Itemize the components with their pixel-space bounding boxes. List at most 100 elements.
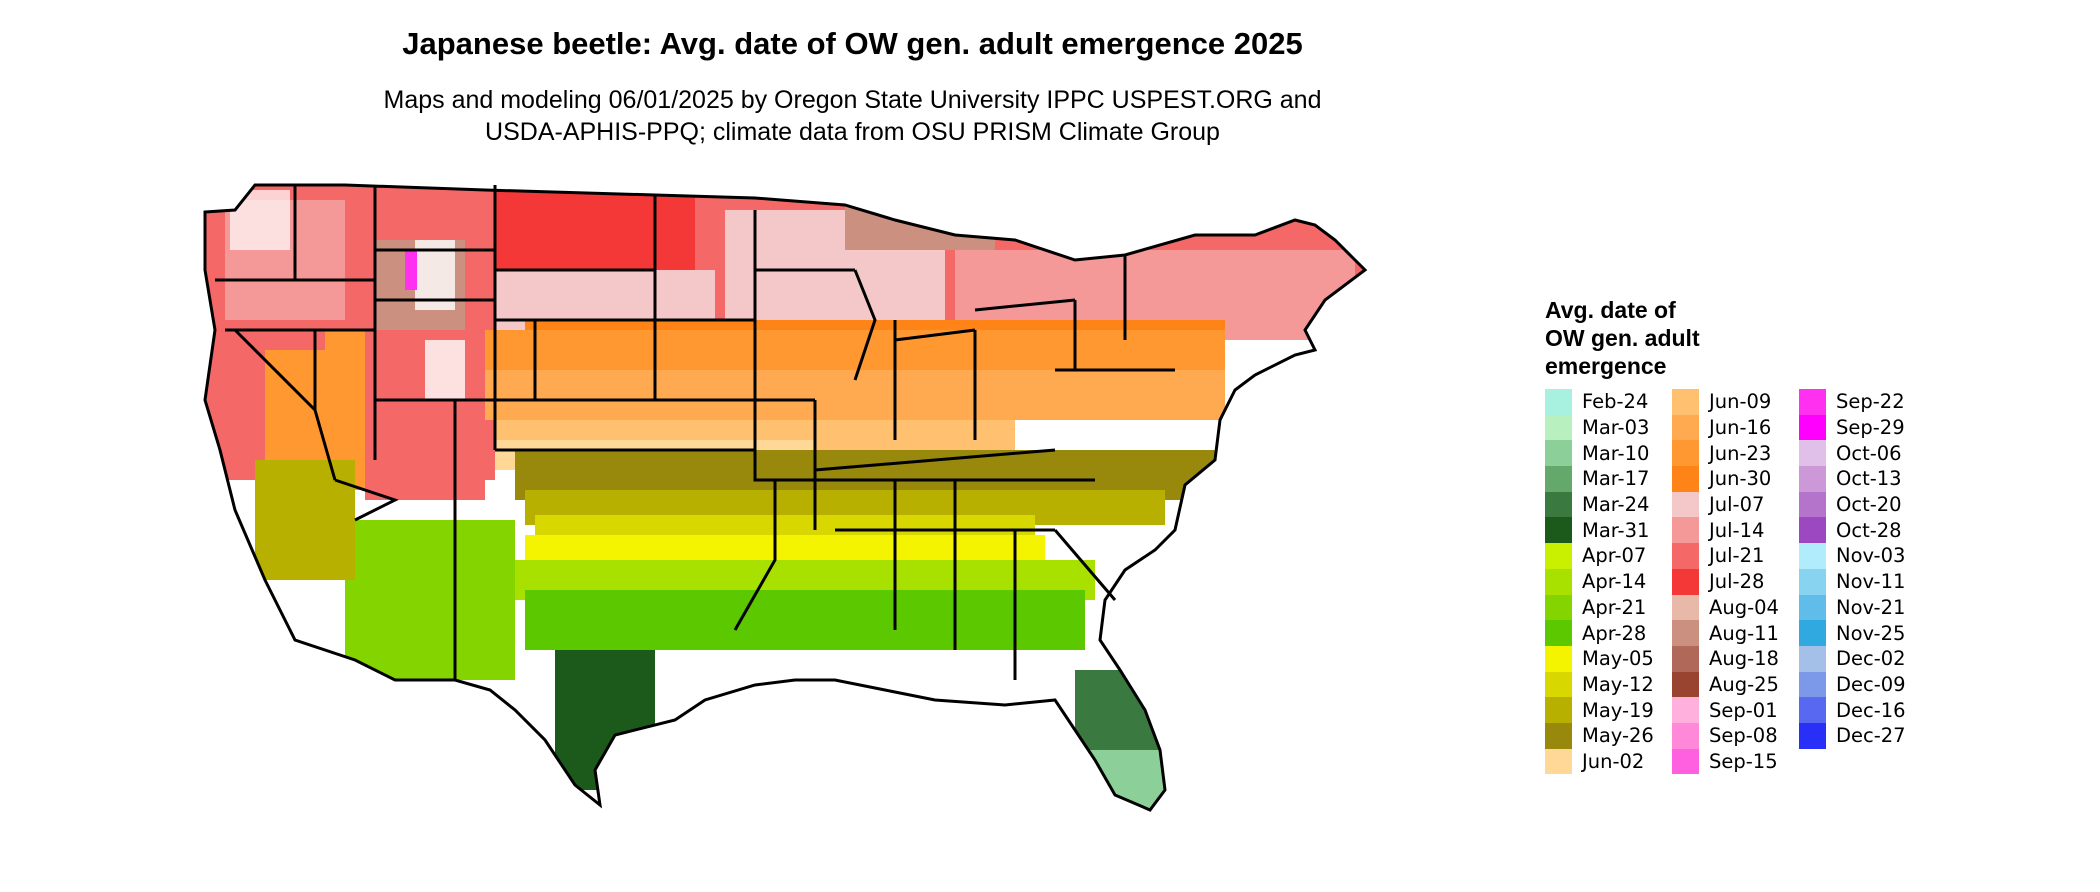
- legend-swatch: [1672, 491, 1699, 518]
- legend-item: May-19: [1545, 697, 1715, 723]
- legend-item: Jul-14: [1672, 517, 1842, 544]
- legend-label: Nov-21: [1836, 595, 1906, 619]
- zone-sep22-wyoming: [405, 250, 417, 290]
- legend-item: Oct-28: [1799, 517, 1969, 544]
- legend-label: Apr-21: [1582, 595, 1647, 619]
- legend-item: Oct-13: [1799, 466, 1969, 492]
- legend-swatch: [1672, 389, 1699, 415]
- legend-swatch: [1799, 671, 1826, 698]
- legend-column-3: Sep-22 Sep-29 Oct-06 Oct-13 Oct-20 Oct-28 Nov-…: [1799, 389, 1969, 749]
- legend-swatch: [1545, 722, 1572, 749]
- legend-item: Jun-23: [1672, 440, 1842, 467]
- legend-swatch: [1672, 697, 1699, 723]
- legend-label: Nov-25: [1836, 621, 1906, 645]
- legend-label: Dec-09: [1836, 672, 1906, 696]
- legend-title: Avg. date of OW gen. adult emergence: [1545, 296, 1775, 380]
- legend-item: Apr-28: [1545, 620, 1715, 646]
- legend-item: Jun-30: [1672, 466, 1842, 492]
- legend-label: Mar-31: [1582, 518, 1650, 542]
- legend-swatch: [1545, 414, 1572, 441]
- legend-item: Dec-02: [1799, 645, 1969, 672]
- legend-title-line-1: Avg. date of: [1545, 297, 1676, 323]
- legend-swatch: [1672, 722, 1699, 749]
- legend-label: Oct-06: [1836, 441, 1902, 465]
- legend-item: Nov-25: [1799, 620, 1969, 646]
- legend-label: Aug-25: [1709, 672, 1779, 696]
- legend-item: Mar-10: [1545, 440, 1715, 467]
- legend-column-1: Feb-24 Mar-03 Mar-10 Mar-17 Mar-24 Mar-31 Apr-…: [1545, 389, 1715, 775]
- legend-label: Apr-14: [1582, 570, 1647, 594]
- zone-no-emergence-colorado: [425, 340, 465, 400]
- legend-label: Mar-03: [1582, 416, 1650, 440]
- legend-item: Apr-07: [1545, 543, 1715, 569]
- legend-label: Mar-24: [1582, 493, 1650, 517]
- legend-swatch: [1545, 568, 1572, 595]
- legend-item: Sep-22: [1799, 389, 1969, 415]
- legend-swatch: [1672, 543, 1699, 569]
- zone-apr21-desert: [345, 520, 515, 680]
- legend-swatch: [1799, 645, 1826, 672]
- map-subtitle: Maps and modeling 06/01/2025 by Oregon S…: [0, 84, 1705, 148]
- legend-label: May-12: [1582, 672, 1654, 696]
- legend-label: Aug-11: [1709, 621, 1779, 645]
- legend-item: Dec-27: [1799, 722, 1969, 749]
- legend-label: Sep-15: [1709, 749, 1778, 773]
- legend-swatch: [1672, 645, 1699, 672]
- legend-item: Mar-24: [1545, 491, 1715, 518]
- legend-item: Apr-21: [1545, 594, 1715, 621]
- legend-swatch: [1672, 594, 1699, 621]
- legend-swatch: [1545, 466, 1572, 492]
- legend-swatch: [1672, 620, 1699, 646]
- legend-label: Jun-02: [1582, 749, 1645, 773]
- legend-swatch: [1799, 568, 1826, 595]
- legend-item: Jun-02: [1545, 748, 1715, 775]
- legend-item: Sep-29: [1799, 414, 1969, 441]
- legend: Feb-24 Mar-03 Mar-10 Mar-17 Mar-24 Mar-31 Apr-…: [1545, 389, 2085, 779]
- legend-title-line-2: OW gen. adult: [1545, 325, 1700, 351]
- legend-item: Mar-17: [1545, 466, 1715, 492]
- state-boundaries: [203, 183, 1368, 812]
- legend-item: Aug-18: [1672, 645, 1842, 672]
- legend-label: Jul-14: [1709, 518, 1765, 542]
- legend-label: Jul-07: [1709, 493, 1765, 517]
- legend-label: Sep-22: [1836, 390, 1905, 414]
- legend-label: Nov-11: [1836, 570, 1906, 594]
- legend-label: Mar-10: [1582, 441, 1650, 465]
- legend-title-line-3: emergence: [1545, 353, 1667, 379]
- legend-label: Jun-16: [1709, 416, 1772, 440]
- legend-label: Oct-13: [1836, 467, 1902, 491]
- legend-item: Jun-16: [1672, 414, 1842, 441]
- legend-label: Aug-18: [1709, 647, 1779, 671]
- zone-mar24-florida: [1075, 670, 1165, 760]
- legend-label: Sep-29: [1836, 416, 1905, 440]
- legend-swatch: [1799, 543, 1826, 569]
- legend-label: Feb-24: [1582, 390, 1649, 414]
- legend-item: Jul-07: [1672, 491, 1842, 518]
- legend-swatch: [1545, 620, 1572, 646]
- legend-item: Nov-03: [1799, 543, 1969, 569]
- legend-item: Aug-25: [1672, 671, 1842, 698]
- legend-label: Nov-03: [1836, 544, 1906, 568]
- legend-item: Aug-11: [1672, 620, 1842, 646]
- legend-swatch: [1672, 517, 1699, 544]
- legend-swatch: [1672, 568, 1699, 595]
- us-emergence-map: [203, 183, 1368, 812]
- legend-item: Oct-06: [1799, 440, 1969, 467]
- legend-item: Mar-31: [1545, 517, 1715, 544]
- legend-label: Oct-20: [1836, 493, 1902, 517]
- zone-no-emergence-cascades: [230, 190, 290, 250]
- legend-item: Jul-28: [1672, 568, 1842, 595]
- legend-swatch: [1545, 389, 1572, 415]
- legend-label: Sep-08: [1709, 724, 1778, 748]
- legend-label: Mar-17: [1582, 467, 1650, 491]
- subtitle-line-2: USDA-APHIS-PPQ; climate data from OSU PR…: [485, 118, 1220, 146]
- legend-swatch: [1545, 543, 1572, 569]
- zone-mar10-florida: [1075, 750, 1165, 810]
- legend-item: Jul-21: [1672, 543, 1842, 569]
- legend-swatch: [1799, 722, 1826, 749]
- legend-swatch: [1799, 389, 1826, 415]
- legend-label: Jun-30: [1709, 467, 1772, 491]
- legend-swatch: [1672, 414, 1699, 441]
- legend-swatch: [1799, 466, 1826, 492]
- legend-swatch: [1672, 748, 1699, 775]
